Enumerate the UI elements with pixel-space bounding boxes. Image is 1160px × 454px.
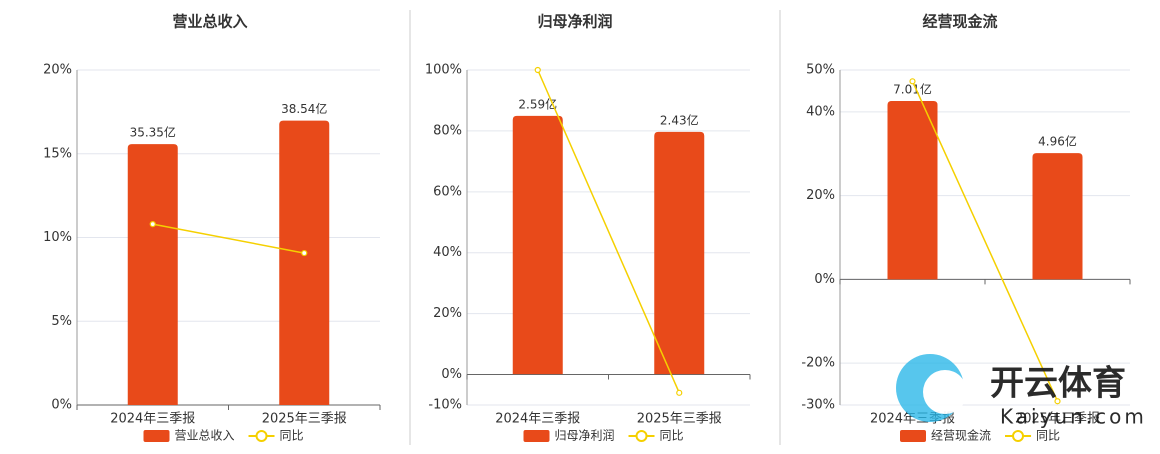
legend-item: 归母净利润 [523, 429, 615, 443]
point [534, 66, 541, 74]
bar [512, 115, 563, 375]
y-tick-label: 15% [43, 146, 72, 161]
x-tick-label: 2025年三季报 [637, 412, 722, 427]
chart-title: 经营现金流 [922, 13, 997, 31]
y-tick-label: 50% [806, 63, 835, 78]
y-tick-label: 5% [51, 314, 72, 329]
legend-item: 同比 [1005, 429, 1060, 443]
legend-label: 营业总收入 [175, 429, 235, 443]
bar [887, 101, 938, 280]
y-tick-label: 100% [425, 63, 462, 78]
legend-swatch [523, 430, 550, 442]
y-tick-label: 10% [43, 230, 72, 245]
line [911, 80, 1059, 402]
y-tick-label: -20% [801, 356, 835, 371]
value-label: 4.96亿 [1038, 134, 1077, 149]
value-label: 2.43亿 [660, 112, 699, 127]
legend-label: 经营现金流 [931, 428, 991, 443]
point [1054, 398, 1061, 405]
legend-item: 同比 [248, 429, 304, 443]
legend-label: 归母净利润 [555, 429, 615, 443]
y-tick-label: 20% [806, 188, 835, 203]
y-tick-label: 40% [433, 245, 462, 260]
x-tick-label: 2024年三季报 [495, 412, 580, 427]
legend-swatch [143, 430, 170, 442]
y-tick-label: 0% [441, 367, 462, 382]
legend-swatch [900, 430, 926, 442]
line [152, 223, 305, 254]
value-label: 2.59亿 [518, 96, 557, 111]
y-tick-label: -30% [801, 398, 835, 413]
legend-label: 同比 [280, 429, 304, 443]
legend-swatch [255, 430, 268, 442]
bar [654, 131, 705, 375]
x-tick-label: 2025年三季报 [1015, 412, 1100, 427]
y-tick-label: 60% [433, 184, 462, 199]
legend-label: 同比 [1036, 429, 1060, 443]
value-label: 7.01亿 [893, 82, 932, 97]
watermark-brand: 开云体育 [990, 364, 1126, 404]
line [537, 69, 680, 394]
point [676, 389, 683, 396]
bar [127, 144, 178, 406]
legend-item: 同比 [628, 429, 684, 443]
chart-title: 归母净利润 [537, 13, 612, 31]
value-label: 35.35亿 [130, 125, 176, 140]
point [301, 249, 308, 257]
watermark-site: Kaiyun.com [1000, 405, 1147, 429]
legend-label: 同比 [660, 429, 684, 443]
legend-item: 营业总收入 [143, 429, 235, 443]
y-tick-label: 40% [806, 104, 835, 119]
y-tick-label: 0% [814, 272, 835, 287]
legend-swatch [1012, 430, 1025, 442]
y-tick-label: -10% [428, 398, 462, 413]
legend-swatch [635, 430, 648, 442]
bar [1032, 153, 1083, 280]
y-tick-label: 0% [51, 398, 72, 413]
y-tick-label: 20% [433, 306, 462, 321]
legend-item: 经营现金流 [900, 428, 991, 443]
point [149, 221, 156, 228]
x-tick-label: 2025年三季报 [262, 412, 347, 427]
bar [279, 120, 330, 405]
chart-title: 营业总收入 [172, 13, 247, 31]
watermark: 开云体育 Kaiyun.com [896, 354, 1147, 429]
x-tick-label: 2024年三季报 [110, 412, 195, 427]
y-tick-label: 20% [43, 63, 72, 78]
value-label: 38.54亿 [281, 101, 327, 116]
y-tick-label: 80% [433, 123, 462, 138]
point [909, 78, 916, 85]
